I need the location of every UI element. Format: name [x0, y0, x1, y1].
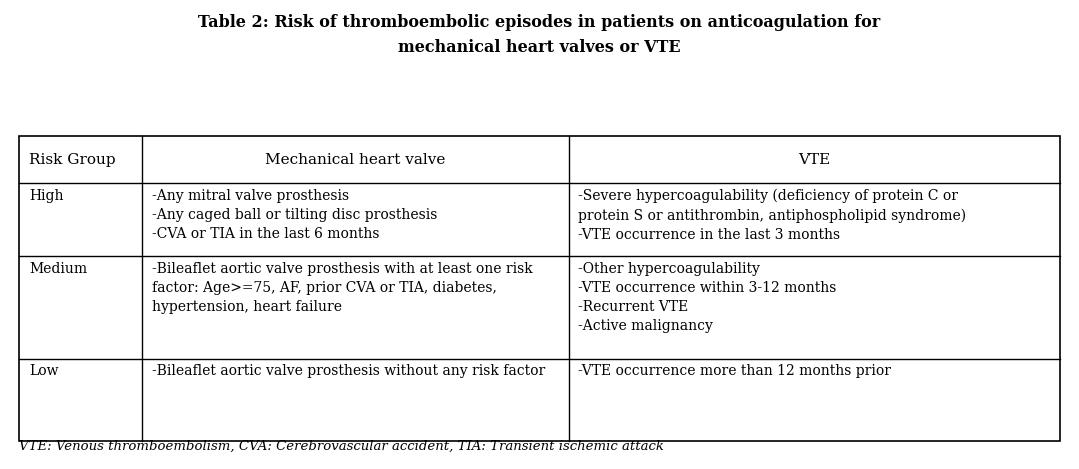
Text: High: High	[29, 189, 64, 203]
Text: VTE: Venous thromboembolism, CVA: Cerebrovascular accident, TIA: Transient ische: VTE: Venous thromboembolism, CVA: Cerebr…	[19, 439, 665, 453]
Text: -Any mitral valve prosthesis
-Any caged ball or tilting disc prosthesis
-CVA or : -Any mitral valve prosthesis -Any caged …	[152, 189, 437, 241]
Bar	[19, 136, 1060, 441]
Text: -Bileaflet aortic valve prosthesis with at least one risk
factor: Age>=75, AF, p: -Bileaflet aortic valve prosthesis with …	[152, 262, 533, 314]
Text: Low: Low	[29, 364, 58, 378]
Text: -Severe hypercoagulability (deficiency of protein C or
protein S or antithrombin: -Severe hypercoagulability (deficiency o…	[578, 189, 967, 242]
Text: Medium: Medium	[29, 262, 87, 276]
Text: -Other hypercoagulability
-VTE occurrence within 3-12 months
-Recurrent VTE
-Act: -Other hypercoagulability -VTE occurrenc…	[578, 262, 836, 333]
Text: VTE: VTE	[798, 152, 830, 166]
Text: -VTE occurrence more than 12 months prior: -VTE occurrence more than 12 months prio…	[578, 364, 891, 378]
Text: -Bileaflet aortic valve prosthesis without any risk factor: -Bileaflet aortic valve prosthesis witho…	[152, 364, 545, 378]
Text: Mechanical heart valve: Mechanical heart valve	[265, 152, 446, 166]
Text: Table 2: Risk of thromboembolic episodes in patients on anticoagulation for
mech: Table 2: Risk of thromboembolic episodes…	[199, 14, 880, 56]
Text: Risk Group: Risk Group	[29, 152, 115, 166]
